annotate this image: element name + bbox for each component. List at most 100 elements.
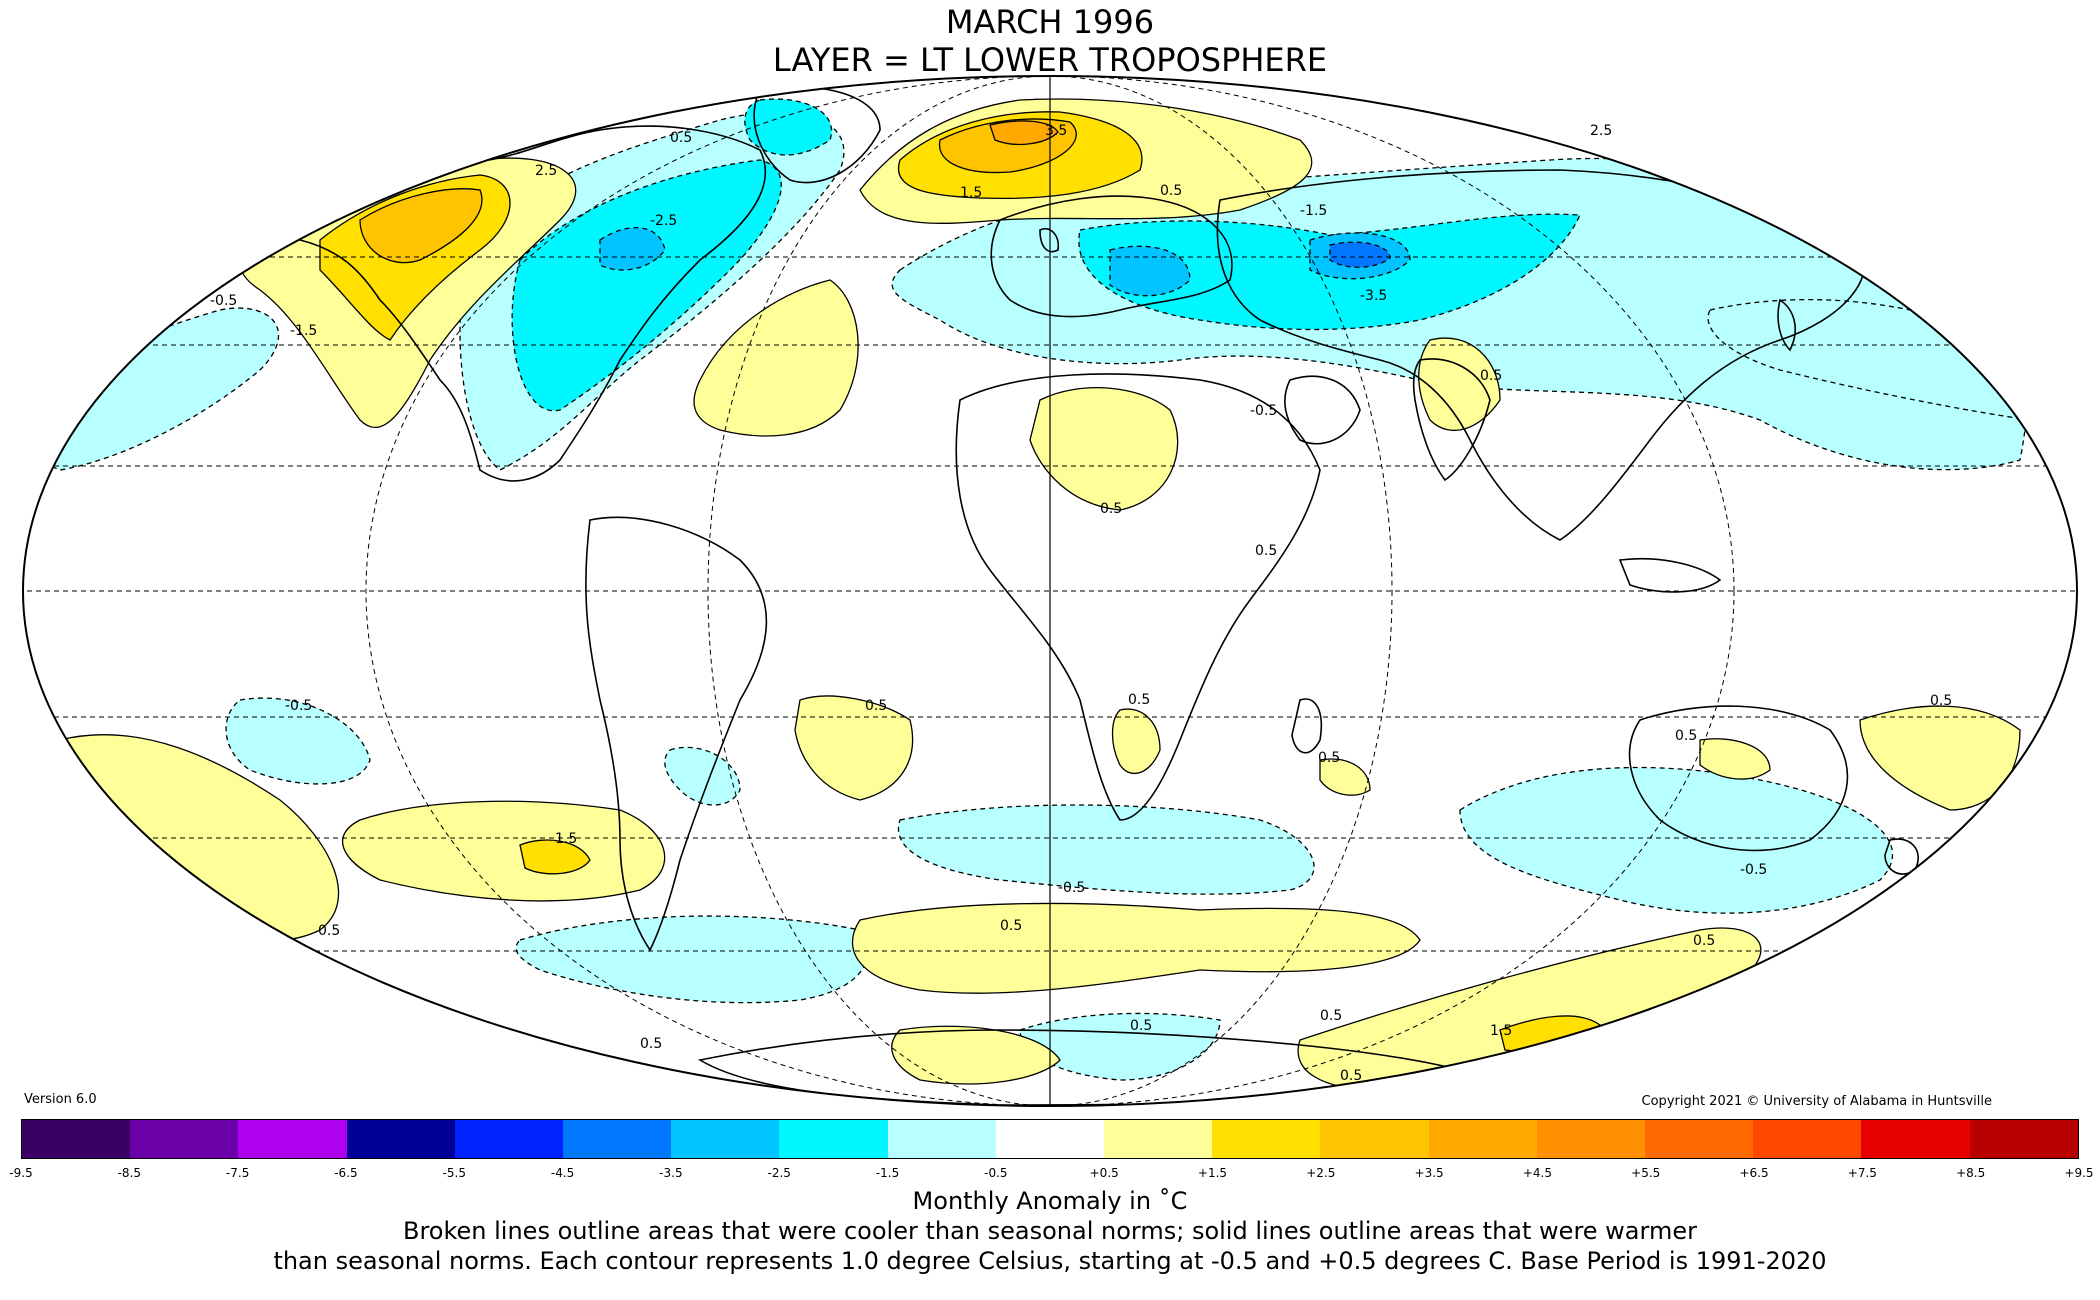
colorbar-tick-label: -8.5 bbox=[117, 1166, 142, 1180]
contour-label: -0.5 bbox=[1058, 880, 1085, 896]
contour-label: 0.5 bbox=[1160, 183, 1182, 199]
colorbar-cell bbox=[1645, 1120, 1754, 1158]
contour-label: -0.5 bbox=[285, 698, 312, 714]
coastline-south-america bbox=[585, 516, 768, 952]
contour-label: -2.5 bbox=[650, 213, 677, 229]
contour-label: -3.5 bbox=[1360, 288, 1387, 304]
colorbar-tick-label: -6.5 bbox=[334, 1166, 358, 1180]
colorbar-tick-label: +7.5 bbox=[1847, 1166, 1877, 1180]
warm-region-sahara bbox=[1029, 387, 1179, 511]
cold-peak-north-america bbox=[599, 227, 666, 271]
cold-extreme-siberia bbox=[1329, 241, 1391, 268]
colorbar-cell bbox=[454, 1120, 564, 1158]
warm-region-indian-ocean-south bbox=[1319, 758, 1371, 796]
contour-label: 0.5 bbox=[1255, 543, 1277, 559]
colorbar-cell bbox=[130, 1120, 239, 1158]
contour-label: 0.5 bbox=[1480, 368, 1502, 384]
contour-label: 3.5 bbox=[1045, 123, 1067, 139]
contour-labels: 0.5 2.5 1.5 3.5 0.5 -0.5 -1.5 -2.5 -1.5 … bbox=[210, 123, 1952, 1084]
contour-label: 0.5 bbox=[1320, 1008, 1342, 1024]
colorbar-cell bbox=[1104, 1120, 1213, 1158]
colorbar-tick-label: -1.5 bbox=[875, 1166, 900, 1180]
colorbar-cell bbox=[346, 1120, 455, 1158]
cool-region-south-america bbox=[664, 746, 741, 806]
contour-label: -1.5 bbox=[1300, 203, 1327, 219]
colorbar-tick-label: -5.5 bbox=[442, 1166, 466, 1180]
cool-region-south-indian bbox=[1459, 766, 1893, 914]
colorbar-tick-label: -0.5 bbox=[984, 1166, 1008, 1180]
contour-label: 1.5 bbox=[960, 185, 982, 201]
warm-region-south-atlantic bbox=[794, 695, 914, 801]
warm-core-south-pacific bbox=[519, 839, 591, 875]
globe-outline bbox=[22, 75, 2078, 1107]
coastline-indonesia bbox=[1618, 557, 1722, 593]
contour-label: 0.5 bbox=[1340, 1068, 1362, 1084]
cold-peak-europe bbox=[1109, 245, 1191, 297]
coastline-australia bbox=[1628, 705, 1849, 852]
colorbar bbox=[21, 1119, 2079, 1159]
caption-line-1: Broken lines outline areas that were coo… bbox=[403, 1217, 1697, 1245]
coastline-uk bbox=[1039, 228, 1060, 253]
contour-label: 1.5 bbox=[555, 831, 577, 847]
colorbar-unit-label: Monthly Anomaly in ˚C bbox=[912, 1187, 1188, 1215]
contour-label: 0.5 bbox=[1318, 750, 1340, 766]
contour-label: 0.5 bbox=[1100, 501, 1122, 517]
warm-region-india bbox=[1418, 337, 1501, 431]
contour-label: 0.5 bbox=[1000, 918, 1022, 934]
colorbar-cell bbox=[1320, 1120, 1429, 1158]
colorbar-cell bbox=[563, 1120, 672, 1158]
coastline-greenland bbox=[753, 86, 881, 184]
colorbar-ticks: -9.5 -8.5 -7.5 -6.5 -5.5 -4.5 -3.5 -2.5 -1.5 -0.5… bbox=[0, 1166, 2100, 1182]
map-title: MARCH 1996 bbox=[945, 3, 1155, 41]
colorbar-cell bbox=[1212, 1120, 1321, 1158]
colorbar-tick-label: +0.5 bbox=[1089, 1166, 1119, 1180]
graticule bbox=[23, 76, 2077, 1106]
version-label: Version 6.0 bbox=[24, 1092, 97, 1107]
coastline-japan bbox=[1777, 298, 1796, 352]
contour-label: 0.5 bbox=[640, 1036, 662, 1052]
warm-region-australia-east bbox=[1699, 738, 1771, 780]
contour-label: 2.5 bbox=[1590, 123, 1612, 139]
contour-label: 0.5 bbox=[1128, 692, 1150, 708]
colorbar-tick-label: +9.5 bbox=[2064, 1166, 2094, 1180]
contour-label: 0.5 bbox=[865, 698, 887, 714]
warm-region-south-pacific-central bbox=[342, 800, 666, 902]
warm-max-arctic bbox=[989, 120, 1059, 146]
colorbar-cell bbox=[995, 1120, 1105, 1158]
map-subtitle: LAYER = LT LOWER TROPOSPHERE bbox=[772, 41, 1328, 79]
colorbar-cell bbox=[1861, 1120, 1970, 1158]
contour-label: 0.5 bbox=[1693, 933, 1715, 949]
contour-label: 0.5 bbox=[670, 130, 692, 146]
caption-line-2: than seasonal norms. Each contour repres… bbox=[273, 1247, 1827, 1275]
colorbar-tick-label: +6.5 bbox=[1739, 1166, 1769, 1180]
contour-label: -0.5 bbox=[1250, 403, 1277, 419]
contour-label: 0.5 bbox=[1130, 1018, 1152, 1034]
warm-region-antarctic-south bbox=[891, 1025, 1061, 1085]
colorbar-tick-label: +1.5 bbox=[1197, 1166, 1228, 1180]
copyright-label: Copyright 2021 © University of Alabama i… bbox=[1641, 1094, 1992, 1109]
cold-core-north-america bbox=[511, 159, 782, 412]
coastline-arabia bbox=[1284, 375, 1361, 445]
coastline-europe bbox=[990, 195, 1233, 318]
colorbar-cell bbox=[1969, 1120, 2078, 1158]
colorbar-cell bbox=[671, 1120, 780, 1158]
contour-label: 0.5 bbox=[1930, 693, 1952, 709]
colorbar-tick-label: -4.5 bbox=[550, 1166, 575, 1180]
colorbar-cell bbox=[22, 1120, 131, 1158]
cold-core-greenland bbox=[744, 98, 833, 156]
colorbar-tick-label: -9.5 bbox=[9, 1166, 33, 1180]
colorbar-tick-label: -7.5 bbox=[225, 1166, 250, 1180]
colorbar-tick-label: +5.5 bbox=[1631, 1166, 1661, 1180]
colorbar-cell bbox=[887, 1120, 996, 1158]
colorbar-cell bbox=[1753, 1120, 1862, 1158]
warm-region-west-atlantic bbox=[693, 279, 859, 437]
coastline-north-america bbox=[218, 125, 766, 482]
coastline-asia bbox=[1216, 169, 1866, 541]
colorbar-tick-label: +3.5 bbox=[1414, 1166, 1444, 1180]
contour-label: 0.5 bbox=[1675, 728, 1697, 744]
colorbar-tick-label: -3.5 bbox=[659, 1166, 683, 1180]
coastline-madagascar bbox=[1291, 698, 1323, 754]
contour-label: 1.5 bbox=[1490, 1023, 1512, 1039]
contour-label: 2.5 bbox=[535, 163, 557, 179]
colorbar-tick-label: +2.5 bbox=[1306, 1166, 1336, 1180]
